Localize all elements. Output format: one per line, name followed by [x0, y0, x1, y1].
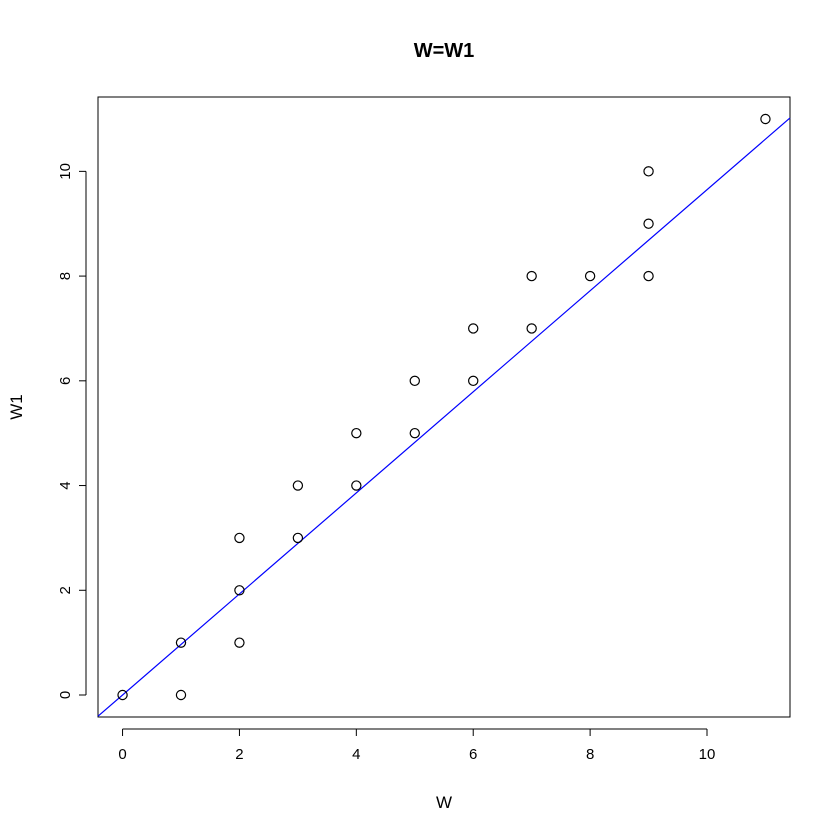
data-point [234, 637, 245, 648]
data-point [292, 480, 304, 491]
data-point [643, 218, 654, 229]
x-tick-label: 8 [586, 746, 594, 763]
fit-line [97, 117, 791, 717]
data-point [526, 323, 537, 334]
x-tick-label: 0 [118, 746, 126, 763]
data-point [643, 166, 654, 177]
y-tick-label: 6 [57, 377, 74, 385]
x-tick-label: 4 [352, 746, 360, 763]
data-point [584, 270, 596, 282]
data-point [468, 323, 479, 334]
data-point [234, 532, 245, 544]
data-point [175, 637, 187, 648]
data-point [292, 532, 304, 544]
data-point [526, 270, 537, 282]
y-axis-label: W1 [7, 394, 26, 420]
data-point [351, 480, 362, 491]
data-point [468, 375, 479, 387]
y-tick-label: 4 [57, 481, 74, 489]
data-point [351, 427, 362, 439]
data-point [760, 113, 771, 125]
x-tick-label: 10 [699, 746, 716, 763]
data-point [409, 427, 420, 439]
x-axis: 0 2 4 6 8 10 [118, 728, 716, 763]
x-tick-label: 2 [235, 746, 243, 763]
plot-frame [97, 96, 791, 718]
x-axis-label: W [436, 793, 452, 812]
y-axis: 0 2 4 6 8 10 [57, 163, 87, 699]
data-point [234, 585, 245, 596]
data-point [409, 375, 420, 387]
fit-line-layer [97, 117, 791, 717]
data-point [117, 689, 128, 701]
y-tick-label: 10 [57, 163, 74, 180]
data-point [175, 689, 187, 701]
y-tick-label: 0 [57, 691, 74, 699]
x-tick-label: 6 [469, 746, 477, 763]
points-layer [117, 113, 771, 701]
data-point [643, 270, 654, 282]
chart-title: W=W1 [414, 40, 475, 62]
y-tick-label: 2 [57, 586, 74, 594]
y-tick-label: 8 [57, 272, 74, 280]
